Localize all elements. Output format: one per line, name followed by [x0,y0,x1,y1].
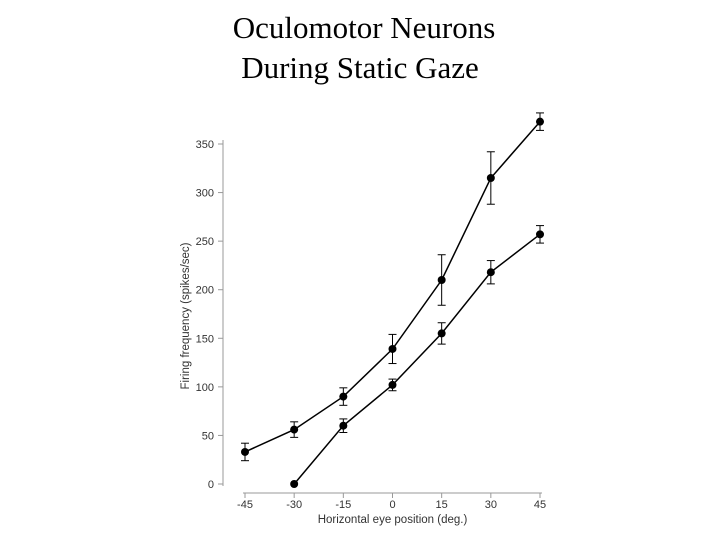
data-point [437,276,446,284]
y-tick-label: 200 [196,285,214,297]
data-point [388,380,397,389]
y-axis-label: Firing frequency (spikes/sec) [180,242,192,389]
y-tick-label: 300 [196,188,214,200]
x-tick-label: 0 [389,499,395,511]
data-point [339,421,348,430]
data-point [339,392,348,401]
y-tick-label: 0 [208,479,214,491]
x-tick-label: -15 [335,499,351,511]
x-tick-label: 30 [485,499,497,511]
series-line-upper [244,121,541,453]
chart-title-line-2: During Static Gaze [241,50,479,85]
x-tick-label: -30 [286,499,302,511]
x-tick-label: 15 [436,499,448,511]
x-tick-label: 45 [534,499,546,511]
data-point [536,230,544,239]
data-point [241,447,249,456]
series-upper [241,112,544,462]
chart-title-line-1: Oculomotor Neurons [232,10,496,45]
data-point [437,329,446,338]
data-point [486,174,495,182]
data-point [536,117,544,126]
y-tick-label: 150 [196,333,214,345]
data-point [290,425,299,434]
x-ticks: -45 -30 -15 0 15 30 45 [237,493,546,511]
data-point [486,268,495,277]
y-tick-label: 250 [196,236,214,248]
data-point [290,480,299,488]
y-ticks: 0 50 100 150 200 250 300 350 [196,139,223,491]
data-point [388,344,397,353]
y-tick-label: 50 [202,430,214,442]
chart-title: Oculomotor Neurons During Static Gaze [0,8,720,88]
y-tick-label: 350 [196,139,214,151]
x-axis-label: Horizontal eye position (deg.) [318,514,468,526]
y-tick-label: 100 [196,382,214,394]
series-lower [290,225,544,488]
series-line-lower [293,233,541,485]
series-layer [241,112,544,488]
x-tick-label: -45 [237,499,253,511]
